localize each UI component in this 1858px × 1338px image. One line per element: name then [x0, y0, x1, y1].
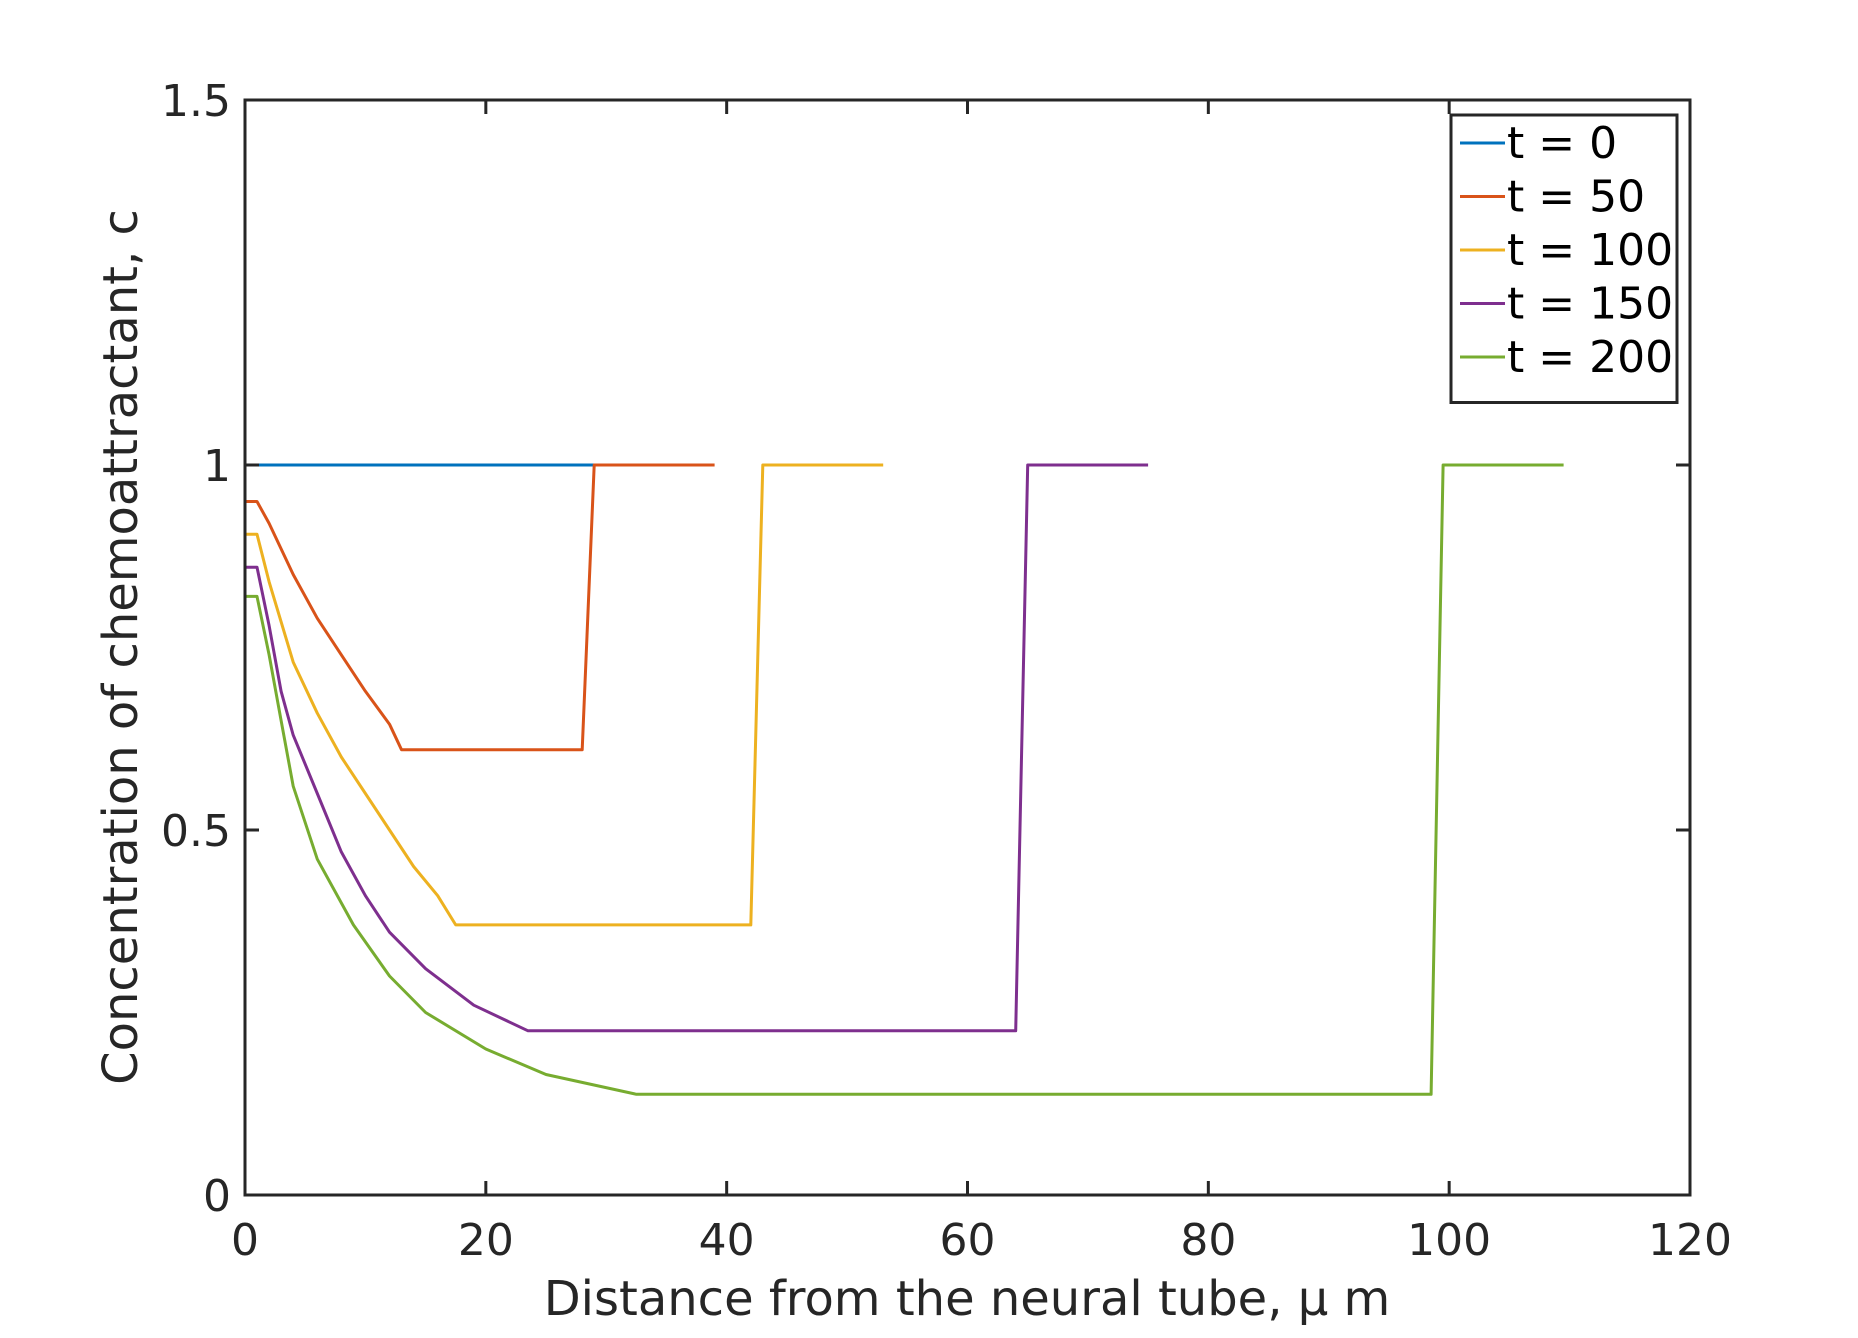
series-line-4: [245, 463, 1564, 1096]
legend-box: [1449, 113, 1679, 404]
legend-label-0: t = 0: [1507, 118, 1617, 169]
y-tick-label: 0: [203, 1171, 231, 1222]
legend-label-4: t = 200: [1507, 332, 1673, 383]
series-line-3: [245, 463, 1149, 1033]
y-axis-label: Concentration of chemoattractant, c: [93, 209, 149, 1085]
y-tick-label: 1: [203, 441, 231, 492]
x-tick-label: 40: [699, 1215, 755, 1266]
x-tick-label: 60: [940, 1215, 996, 1266]
x-axis-label: Distance from the neural tube, μ m: [544, 1271, 1391, 1327]
x-tick-label: 100: [1407, 1215, 1491, 1266]
x-tick-label: 120: [1648, 1215, 1732, 1266]
series-line-2: [245, 463, 884, 927]
series-line-1: [245, 463, 715, 752]
axes-box: [243, 98, 1692, 1197]
series-layer: [245, 463, 1564, 1096]
x-tick-label: 20: [458, 1215, 514, 1266]
legend-label-2: t = 100: [1507, 225, 1673, 276]
y-tick-label: 0.5: [161, 806, 231, 857]
ticks-layer: 0 20 40 60 80 100 120 0 0.5 1 1.5: [161, 76, 1732, 1266]
x-tick-label: 80: [1180, 1215, 1236, 1266]
y-tick-label: 1.5: [161, 76, 231, 127]
legend-label-1: t = 50: [1507, 172, 1645, 223]
legend-label-3: t = 150: [1507, 279, 1673, 330]
x-tick-label: 0: [231, 1215, 259, 1266]
